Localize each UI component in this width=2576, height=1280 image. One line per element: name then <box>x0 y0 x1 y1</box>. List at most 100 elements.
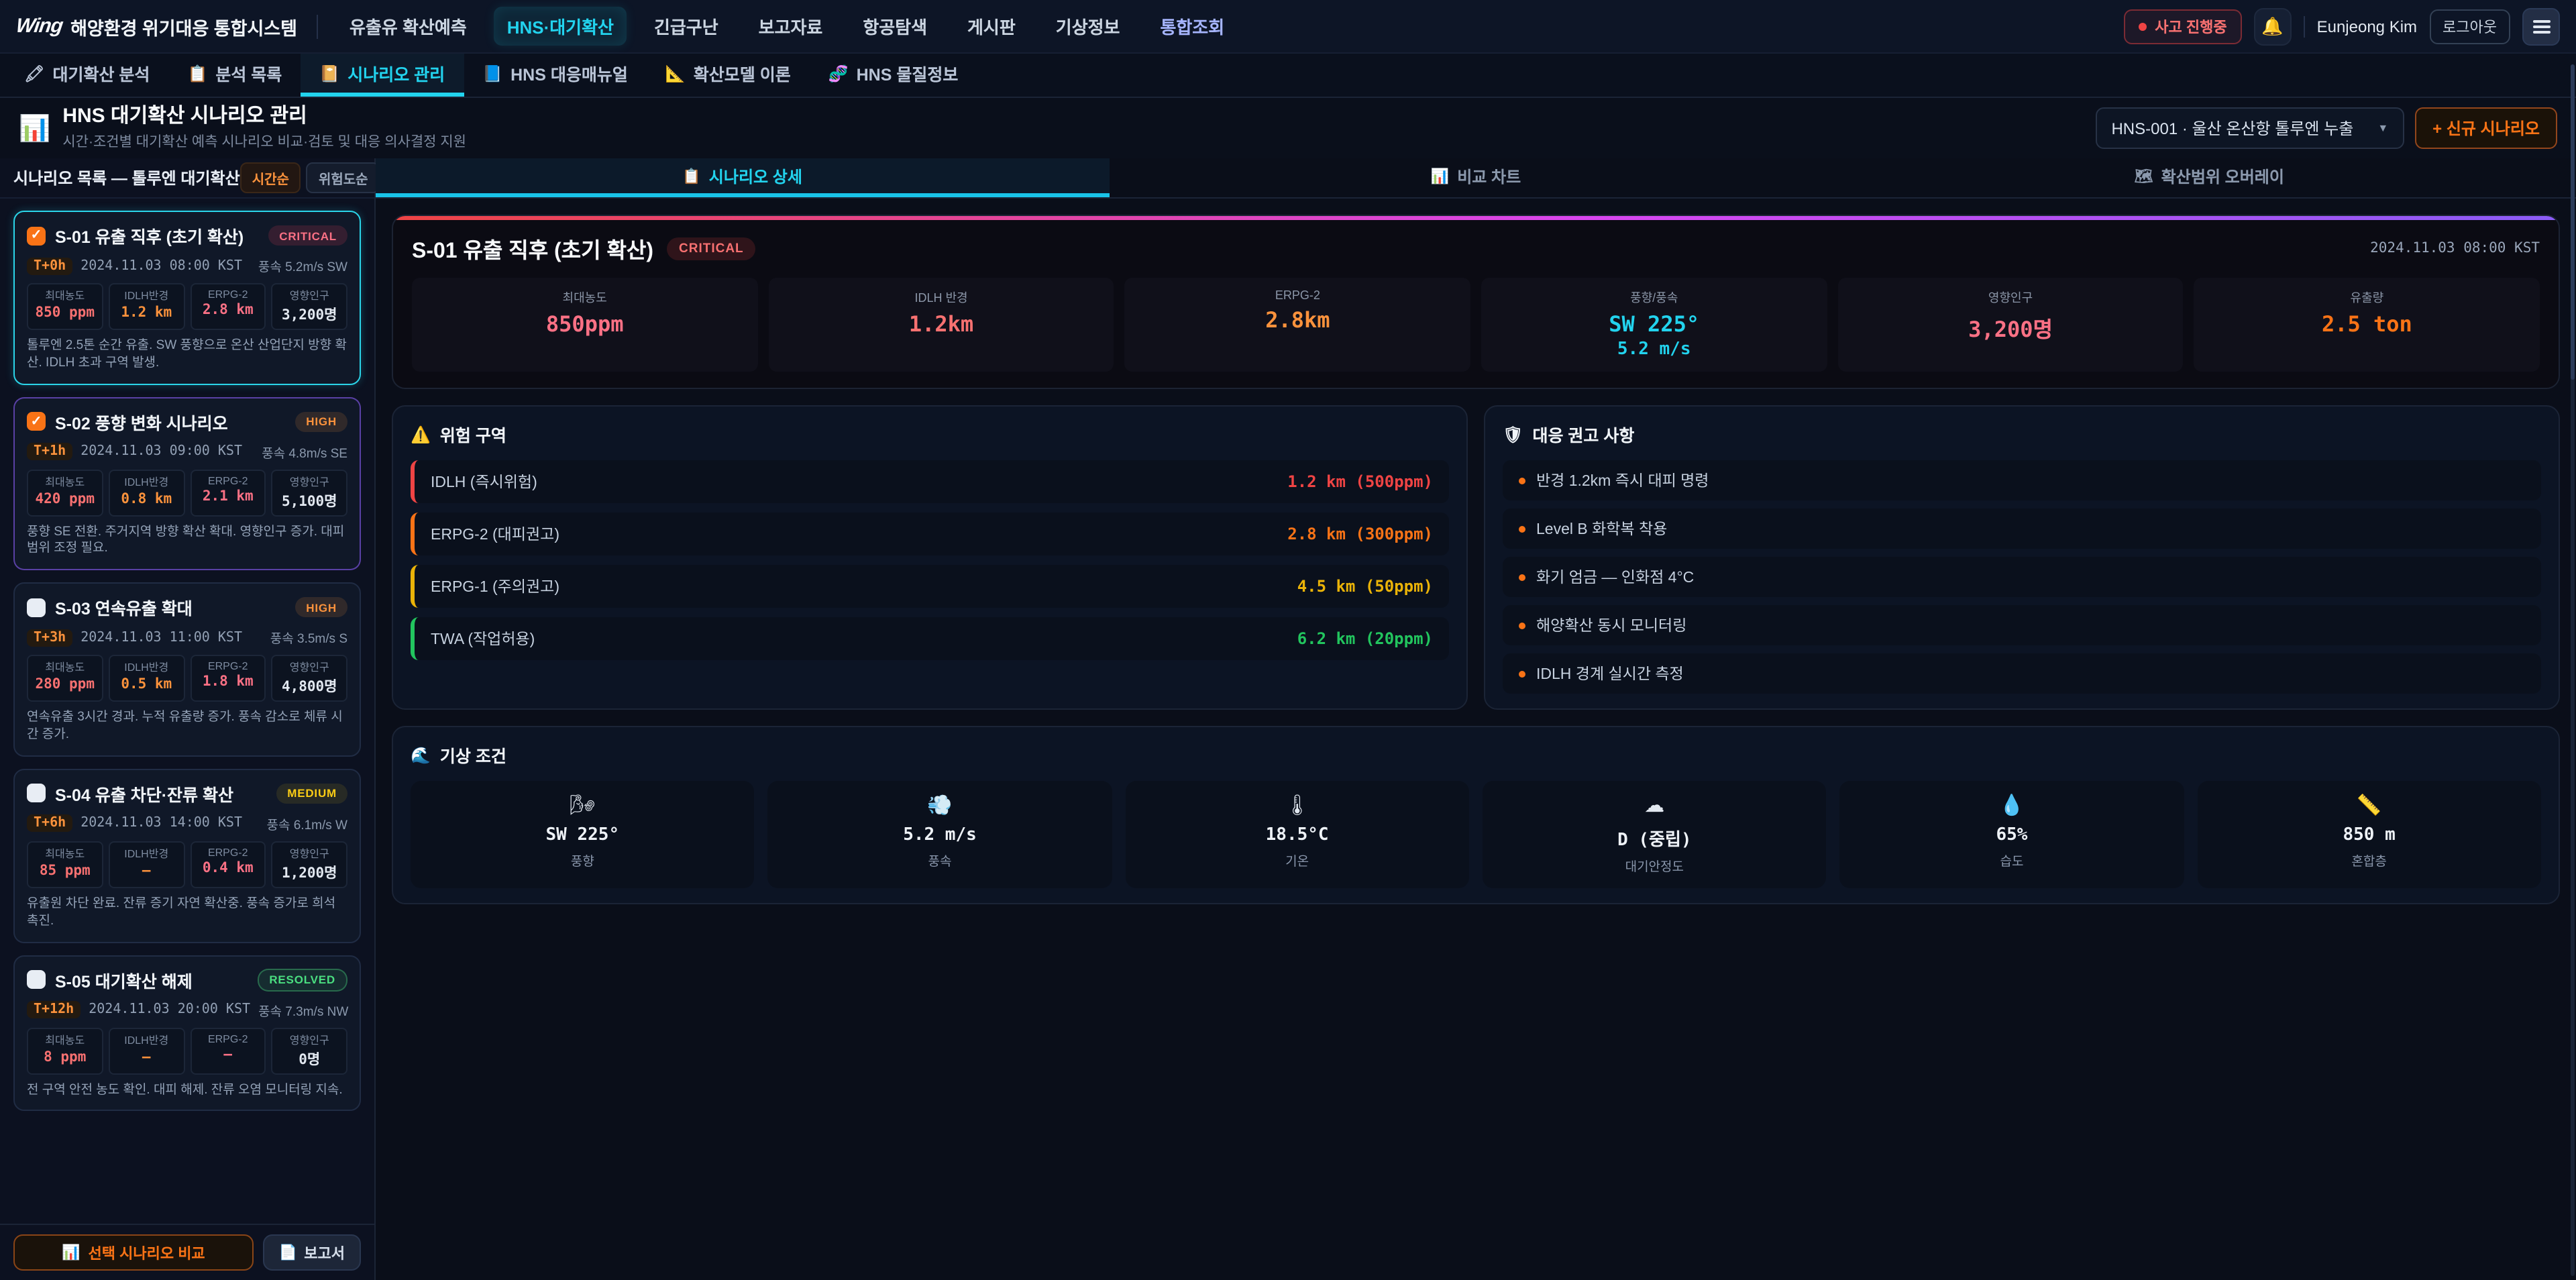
sort-button[interactable]: 시간순 <box>239 162 301 193</box>
scenario-stat: ERPG-2 2.1 km <box>190 469 266 517</box>
scenario-card-title: S-05 대기확산 해제 <box>55 972 193 991</box>
nav-item[interactable]: 게시판 <box>967 17 1016 38</box>
nav-item[interactable]: 기상정보 <box>1055 17 1120 38</box>
scenario-card[interactable]: S-02 풍향 변화 시나리오 HIGH T+1h 2024.11.03 09:… <box>13 396 361 571</box>
nav-item[interactable]: 유출유 확산예측 <box>350 17 467 38</box>
stat-label: 최대농도 <box>45 476 85 488</box>
subnav-tab-label: 대기확산 분석 <box>52 66 150 85</box>
notification-bell-button[interactable]: 🔔 <box>2253 7 2292 45</box>
subnav-tab[interactable]: 🖍 대기확산 분석 <box>5 54 168 97</box>
primary-nav: 유출유 확산예측 HNS·대기확산 긴급구난 보고자료 항공탐색 게시판 기상정보 통합조회 <box>336 7 1238 46</box>
stat-label: ERPG-2 <box>207 288 248 301</box>
stat-label: 영향인구 <box>289 290 329 302</box>
weather-card: 📏 850 m 혼합층 <box>2197 781 2541 888</box>
scenario-checkbox[interactable] <box>27 784 46 803</box>
subnav-tab[interactable]: 📐 확산모델 이론 <box>647 54 810 97</box>
stat-label: ERPG-2 <box>207 1032 248 1045</box>
weather-panel: 🌊 기상 조건 🌬 SW 225° 풍향 💨 5.2 m/s <box>392 726 2560 904</box>
stat-value: 2.8 km <box>202 302 254 318</box>
metric-value: 1.2km <box>908 311 974 337</box>
scenario-card[interactable]: S-01 유출 직후 (초기 확산) CRITICAL T+0h 2024.11… <box>13 211 361 385</box>
zone-label: IDLH (즉시위험) <box>431 475 537 491</box>
recommendation-text: Level B 화학복 착용 <box>1536 522 1668 538</box>
scenario-list-header: 시나리오 목록 — 톨루엔 대기확산 시간순 위험도순 <box>0 158 380 199</box>
nav-item[interactable]: 긴급구난 <box>653 17 718 38</box>
metric-value: 2.5 ton <box>2321 311 2412 337</box>
weather-value: 5.2 m/s <box>903 825 977 845</box>
detail-metric: ERPG-2 2.8km <box>1124 278 1471 372</box>
scenario-card[interactable]: S-03 연속유출 확대 HIGH T+3h 2024.11.03 11:00 … <box>13 582 361 757</box>
scenario-card[interactable]: S-04 유출 차단·잔류 확산 MEDIUM T+6h 2024.11.03 … <box>13 768 361 943</box>
stat-value: 1,200명 <box>281 865 337 882</box>
stat-value: 280 ppm <box>35 676 95 693</box>
scrollbar[interactable] <box>2571 64 2575 1276</box>
zone-label: ERPG-2 (대피권고) <box>431 527 559 543</box>
bullet-dot-icon <box>1519 477 1525 484</box>
weather-label: 습도 <box>2000 855 2024 869</box>
weather-title: 기상 조건 <box>439 747 506 766</box>
weather-icon: 🌬 <box>570 794 596 817</box>
page-subtitle: 시간·조건별 대기확산 예측 시나리오 비교·검토 및 대응 의사결정 지원 <box>62 134 466 150</box>
scenario-checkbox[interactable] <box>27 598 46 617</box>
incident-selector-value: HNS-001 · 울산 온산항 톨루엔 누출 <box>2111 119 2354 138</box>
page-header: 📊 HNS 대기확산 시나리오 관리 시간·조건별 대기확산 예측 시나리오 비… <box>0 98 2576 158</box>
scenario-description: 풍향 SE 전환. 주거지역 방향 확산 확대. 영향인구 증가. 대피 범위 … <box>27 524 345 556</box>
nav-item[interactable]: HNS·대기확산 <box>493 7 627 46</box>
severity-badge: RESOLVED <box>257 968 347 991</box>
detail-title: S-01 유출 직후 (초기 확산) <box>412 240 653 263</box>
weather-value: 65% <box>1996 825 2028 845</box>
weather-label: 풍향 <box>570 855 594 869</box>
recommendation-item: 화기 엄금 — 인화점 4°C <box>1503 557 2541 597</box>
danger-zones-panel: ⚠️ 위험 구역 IDLH (즉시위험) 1.2 km (500ppm) ERP… <box>392 405 1468 710</box>
zone-value: 2.8 km (300ppm) <box>1287 525 1433 543</box>
new-scenario-button[interactable]: + 신규 시나리오 <box>2415 107 2557 149</box>
main-tab[interactable]: 📋 시나리오 상세 <box>376 158 1110 197</box>
scenario-stat: IDLH반경 1.2 km <box>108 283 184 330</box>
scenario-card[interactable]: S-05 대기확산 해제 RESOLVED T+12h 2024.11.03 2… <box>13 955 361 1112</box>
divider <box>2303 15 2305 37</box>
hamburger-menu-button[interactable] <box>2522 7 2560 45</box>
weather-icon: 💨 <box>927 794 953 817</box>
nav-item[interactable]: 항공탐색 <box>863 17 927 38</box>
zone-value: 6.2 km (20ppm) <box>1297 629 1433 648</box>
weather-label: 혼합층 <box>2351 855 2387 869</box>
weather-card: ☁ D (중립) 대기안정도 <box>1482 781 1827 888</box>
scenario-stat: 영향인구 5,100명 <box>271 469 347 517</box>
scenario-detail-body: S-01 유출 직후 (초기 확산) CRITICAL 2024.11.03 0… <box>376 199 2576 920</box>
nav-item[interactable]: 보고자료 <box>758 17 823 38</box>
subnav-tab[interactable]: 📔 시나리오 관리 <box>301 54 464 97</box>
bullet-dot-icon <box>1519 574 1525 580</box>
weather-card: 🌡 18.5°C 기온 <box>1125 781 1469 888</box>
compare-scenarios-button[interactable]: 📊 선택 시나리오 비교 <box>13 1234 254 1271</box>
scenario-stat: 영향인구 3,200명 <box>271 283 347 330</box>
stat-label: 영향인구 <box>289 1034 329 1046</box>
chevron-down-icon: ▼ <box>2377 122 2389 134</box>
recommendation-list: 반경 1.2km 즉시 대피 명령 Level B 화학복 착용 화기 엄금 —… <box>1503 460 2541 694</box>
scenario-wind: 풍속 6.1m/s W <box>266 818 348 833</box>
stat-value: 0.8 km <box>121 490 172 507</box>
scenario-checkbox[interactable] <box>27 412 46 431</box>
subnav-tab[interactable]: 📋 분석 목록 <box>168 54 301 97</box>
app-logo[interactable]: Wing 해양환경 위기대응 통합시스템 <box>15 13 297 40</box>
main-tab[interactable]: 🗺 확산범위 오버레이 <box>1843 158 2576 197</box>
scenario-stat: IDLH반경 — <box>108 1027 184 1074</box>
scenario-stat: 최대농도 420 ppm <box>27 469 103 517</box>
report-button[interactable]: 📄 보고서 <box>262 1234 361 1271</box>
incident-selector[interactable]: HNS-001 · 울산 온산항 톨루엔 누출 ▼ <box>2095 107 2405 149</box>
scenario-card-title: S-02 풍향 변화 시나리오 <box>55 414 228 433</box>
logout-button[interactable]: 로그아웃 <box>2429 9 2510 44</box>
subnav-tab[interactable]: 📘 HNS 대응매뉴얼 <box>464 54 647 97</box>
scenario-checkbox[interactable] <box>27 970 46 989</box>
divider <box>316 14 317 38</box>
module-tab-bar: 🖍 대기확산 분석 📋 분석 목록 📔 시나리오 관리 📘 HNS 대응매뉴얼 … <box>0 54 2576 98</box>
sort-button[interactable]: 위험도순 <box>306 162 380 193</box>
scenario-checkbox[interactable] <box>27 226 46 245</box>
main-tab[interactable]: 📊 비교 차트 <box>1109 158 1842 197</box>
nav-item[interactable]: 통합조회 <box>1160 17 1225 38</box>
time-offset-badge: T+6h <box>27 814 73 833</box>
document-icon: 📄 <box>278 1245 298 1261</box>
zone-value: 1.2 km (500ppm) <box>1287 472 1433 491</box>
subnav-tab-icon: 📋 <box>187 64 208 83</box>
subnav-tab[interactable]: 🧬 HNS 물질정보 <box>810 54 977 97</box>
